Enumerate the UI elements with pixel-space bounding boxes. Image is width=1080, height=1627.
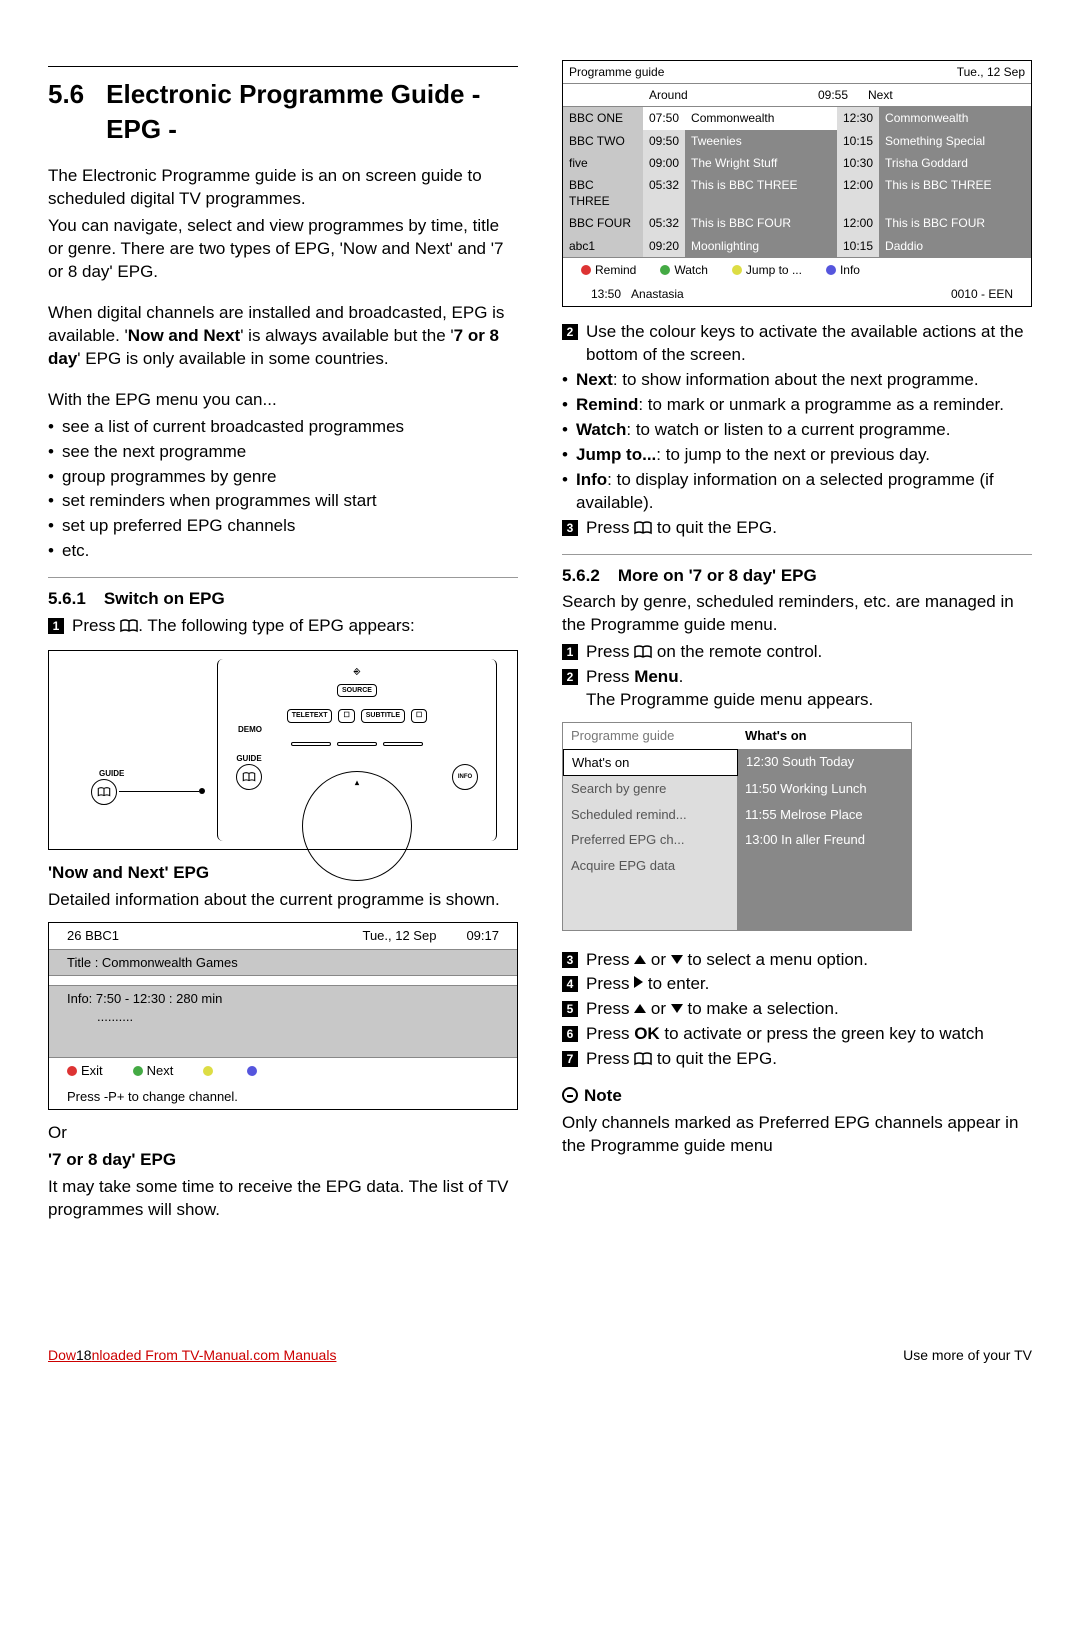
intro-para-1: The Electronic Programme guide is an on … [48, 165, 518, 211]
note-heading: Note [562, 1085, 1032, 1108]
programme-guide-table: Programme guide Tue., 12 Sep Around 09:5… [562, 60, 1032, 307]
now-next-text: Detailed information about the current p… [48, 889, 518, 912]
note-text: Only channels marked as Preferred EPG ch… [562, 1112, 1032, 1158]
left-column: 5.6 Electronic Programme Guide - EPG - T… [48, 60, 518, 1226]
78day-text: It may take some time to receive the EPG… [48, 1176, 518, 1222]
guide-button-ext [91, 779, 117, 805]
section-title: Electronic Programme Guide - EPG - [106, 77, 518, 147]
bullet-item: see a list of current broadcasted progra… [48, 416, 518, 439]
green-key-icon [133, 1066, 143, 1076]
guide-button [236, 764, 262, 790]
table-row: BBC FOUR 05:32 This is BBC FOUR 12:00 Th… [563, 212, 1031, 234]
step-562-5: 5 Press or to make a selection. [562, 998, 1032, 1021]
table-row: five 09:00 The Wright Stuff 10:30 Trisha… [563, 152, 1031, 174]
up-arrow-icon [634, 955, 646, 964]
step-3: 3 Press to quit the EPG. [562, 517, 1032, 540]
page-footer: Dow18nloaded From TV-Manual.com Manuals … [48, 1346, 1032, 1365]
menu-intro: With the EPG menu you can... [48, 389, 518, 412]
table-row: BBC THREE 05:32 This is BBC THREE 12:00 … [563, 174, 1031, 212]
footer-right: Use more of your TV [903, 1346, 1032, 1365]
step-number: 1 [48, 618, 64, 634]
intro-para-2: You can navigate, select and view progra… [48, 215, 518, 284]
section-heading: 5.6 Electronic Programme Guide - EPG - [48, 77, 518, 147]
action-bullets: Next: to show information about the next… [562, 369, 1032, 515]
intro-para-3: When digital channels are installed and … [48, 302, 518, 371]
blue-key-icon [247, 1066, 257, 1076]
bullet-item: see the next programme [48, 441, 518, 464]
or-label: Or [48, 1122, 518, 1145]
now-next-box: 26 BBC1 Tue., 12 Sep 09:17 Title : Commo… [48, 922, 518, 1110]
step-1: 1 Press . The following type of EPG appe… [48, 615, 518, 638]
table-row: BBC ONE 07:50 Commonwealth 12:30 Commonw… [563, 107, 1031, 129]
menu-bullets: see a list of current broadcasted progra… [48, 416, 518, 564]
subsection-562: 5.6.2 More on '7 or 8 day' EPG [562, 565, 1032, 588]
red-key-icon [67, 1066, 77, 1076]
guide-icon [634, 1052, 652, 1066]
note-icon [562, 1087, 578, 1103]
down-arrow-icon [671, 955, 683, 964]
step-562-7: 7 Press to quit the EPG. [562, 1048, 1032, 1071]
guide-icon [120, 619, 138, 633]
subsection-561: 5.6.1 Switch on EPG [48, 588, 518, 611]
table-row: BBC TWO 09:50 Tweenies 10:15 Something S… [563, 130, 1031, 152]
page: 5.6 Electronic Programme Guide - EPG - T… [48, 60, 1032, 1226]
step-562-3: 3 Press or to select a menu option. [562, 949, 1032, 972]
programme-guide-menu: Programme guide What's on What's on 12:3… [562, 722, 912, 930]
step-2: 2 Use the colour keys to activate the av… [562, 321, 1032, 367]
bullet-item: group programmes by genre [48, 466, 518, 489]
right-column: Programme guide Tue., 12 Sep Around 09:5… [562, 60, 1032, 1226]
info-button: INFO [452, 764, 478, 790]
guide-icon [634, 521, 652, 535]
yellow-key-icon [203, 1066, 213, 1076]
up-arrow-icon [634, 1004, 646, 1013]
bullet-item: set reminders when programmes will start [48, 490, 518, 513]
down-arrow-icon [671, 1004, 683, 1013]
step-562-4: 4 Press to enter. [562, 973, 1032, 996]
section-number: 5.6 [48, 77, 84, 147]
remote-illustration: GUIDE ⎆ SOURCE TELETEXT ☐ SUBTITLE ☐ [48, 650, 518, 850]
step-562-1: 1 Press on the remote control. [562, 641, 1032, 664]
now-next-heading: 'Now and Next' EPG [48, 862, 518, 885]
right-arrow-icon [634, 976, 643, 988]
dpad: ▴ [302, 771, 412, 881]
bullet-item: set up preferred EPG channels [48, 515, 518, 538]
s562-intro: Search by genre, scheduled reminders, et… [562, 591, 1032, 637]
step-562-6: 6 Press OK to activate or press the gree… [562, 1023, 1032, 1046]
78day-heading: '7 or 8 day' EPG [48, 1149, 518, 1172]
download-link[interactable]: Dow18nloaded From TV-Manual.com Manuals [48, 1347, 336, 1363]
bullet-item: etc. [48, 540, 518, 563]
table-row: abc1 09:20 Moonlighting 10:15 Daddio [563, 235, 1031, 257]
guide-icon [634, 645, 652, 659]
step-562-2: 2 Press Menu. The Programme guide menu a… [562, 666, 1032, 712]
